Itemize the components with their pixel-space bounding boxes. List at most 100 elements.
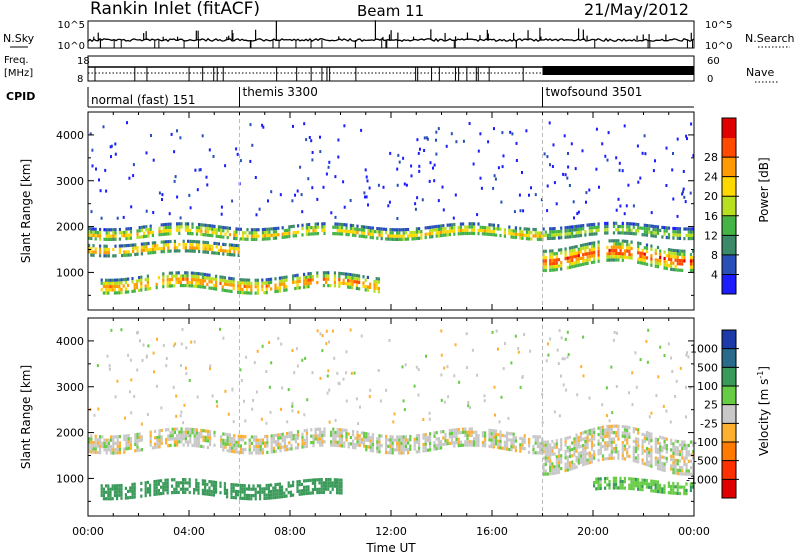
echo-cell <box>177 481 180 485</box>
echo-cell <box>221 288 224 292</box>
echo-cell <box>134 246 137 250</box>
echo-cell <box>312 434 315 438</box>
echo-cell <box>416 196 419 200</box>
echo-cell <box>654 486 657 490</box>
echo-cell <box>433 444 436 448</box>
echo-cell <box>689 230 693 234</box>
echo-cell <box>579 438 583 442</box>
echo-cell <box>309 478 312 482</box>
echo-cell <box>393 234 396 238</box>
echo-cell <box>626 225 629 229</box>
echo-cell <box>120 496 123 500</box>
echo-cell <box>393 448 396 452</box>
echo-cell <box>585 191 588 195</box>
echo-cell <box>276 489 279 493</box>
echo-cell <box>175 271 178 275</box>
echo-cell <box>429 432 432 436</box>
echo-cell <box>198 246 201 250</box>
echo-cell <box>542 450 545 454</box>
echo-cell <box>444 432 447 436</box>
echo-cell <box>681 192 684 196</box>
echo-cell <box>444 436 447 440</box>
echo-cell <box>125 440 128 444</box>
echo-cell <box>532 234 535 238</box>
echo-cell <box>356 227 359 231</box>
echo-cell <box>676 227 679 231</box>
echo-cell <box>123 250 126 254</box>
echo-cell <box>637 248 640 252</box>
echo-cell <box>340 478 343 482</box>
echo-cell <box>239 434 242 438</box>
echo-cell <box>97 407 100 411</box>
echo-cell <box>676 452 679 456</box>
echo-cell <box>162 275 165 279</box>
echo-cell <box>418 236 421 240</box>
echo-cell <box>329 484 332 488</box>
echo-cell <box>127 233 130 237</box>
echo-cell <box>522 209 525 213</box>
echo-cell <box>165 437 168 442</box>
echo-cell <box>630 487 633 491</box>
echo-cell <box>308 229 311 233</box>
echo-cell <box>368 395 371 399</box>
echo-cell <box>683 249 686 253</box>
echo-cell <box>689 453 693 457</box>
echo-cell <box>149 224 152 228</box>
echo-cell <box>319 443 322 447</box>
echo-cell <box>198 226 201 230</box>
echo-cell <box>120 490 123 494</box>
echo-cell <box>268 230 271 234</box>
echo-cell <box>398 451 401 455</box>
echo-cell <box>685 415 687 419</box>
echo-cell <box>586 261 589 265</box>
echo-cell <box>208 480 211 484</box>
echo-cell <box>678 472 682 476</box>
echo-cell <box>404 441 407 445</box>
echo-cell <box>326 374 329 378</box>
echo-cell <box>672 268 675 272</box>
echo-cell <box>217 242 220 246</box>
echo-cell <box>670 251 673 255</box>
echo-cell <box>582 256 585 260</box>
echo-cell <box>215 231 218 235</box>
echo-cell <box>683 256 686 260</box>
echo-cell <box>144 490 147 494</box>
echo-cell <box>160 479 163 483</box>
echo-cell <box>204 244 207 248</box>
echo-cell <box>466 437 469 441</box>
echo-cell <box>243 484 246 488</box>
echo-cell <box>105 228 108 232</box>
echo-cell <box>184 440 187 444</box>
echo-cell <box>325 280 328 284</box>
echo-cell <box>542 262 545 266</box>
echo-cell <box>307 478 310 483</box>
echo-cell <box>134 442 137 446</box>
echo-cell <box>367 435 370 439</box>
echo-cell <box>111 278 114 282</box>
echo-cell <box>212 487 215 491</box>
echo-cell <box>490 429 493 433</box>
echo-cell <box>288 447 291 451</box>
echo-cell <box>610 245 613 249</box>
echo-cell <box>575 433 578 437</box>
echo-cell <box>110 228 113 232</box>
echo-cell <box>152 158 155 162</box>
echo-cell <box>210 280 213 284</box>
echo-cell <box>659 451 662 455</box>
echo-cell <box>528 230 531 235</box>
echo-cell <box>202 445 205 449</box>
echo-cell <box>242 435 245 439</box>
echo-cell <box>292 274 295 278</box>
echo-cell <box>129 443 132 447</box>
echo-cell <box>689 488 692 492</box>
echo-cell <box>562 172 565 176</box>
echo-cell <box>398 160 401 164</box>
echo-cell <box>219 491 222 495</box>
echo-cell <box>232 277 235 281</box>
echo-cell <box>200 226 203 230</box>
echo-cell <box>667 264 671 268</box>
echo-cell <box>321 433 324 438</box>
echo-cell <box>645 463 649 467</box>
echo-cell <box>251 407 254 411</box>
echo-cell <box>676 255 679 259</box>
